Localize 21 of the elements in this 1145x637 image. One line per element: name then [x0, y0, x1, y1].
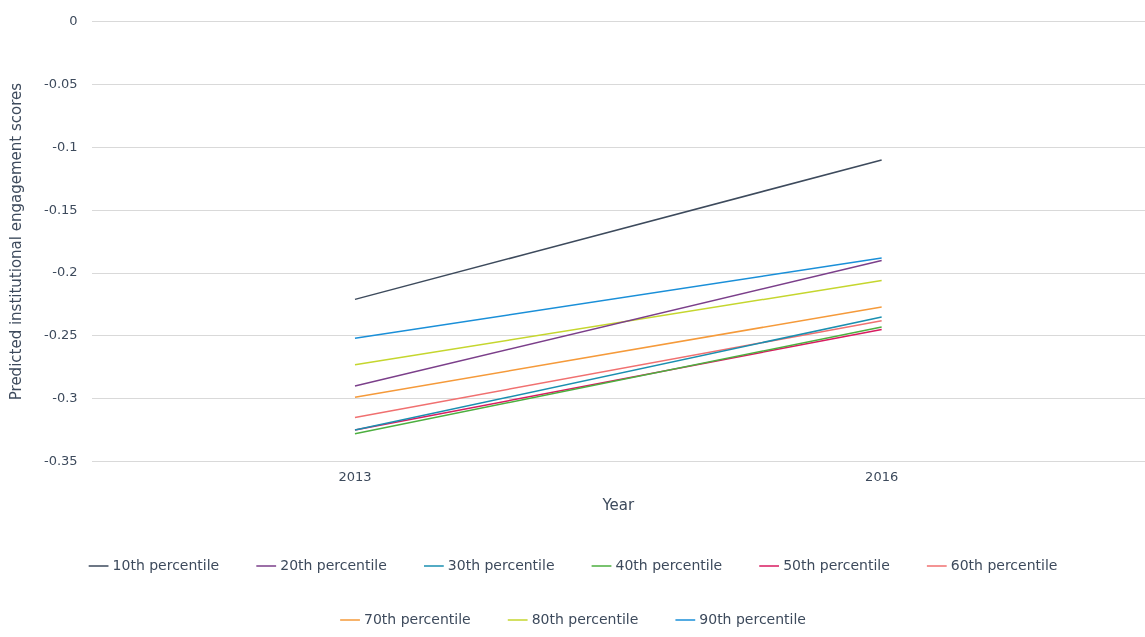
legend-label: 70th percentile	[364, 610, 471, 627]
y-tick-label: -0.25	[44, 327, 78, 343]
legend-label: 40th percentile	[615, 556, 723, 573]
x-tick-label: 2013	[338, 468, 372, 484]
y-tick-label: -0.35	[44, 452, 78, 468]
x-tick-label: 2016	[865, 468, 899, 484]
y-tick-label: -0.05	[44, 75, 78, 91]
y-tick-label: -0.1	[52, 138, 78, 154]
legend-label: 90th percentile	[699, 610, 806, 627]
y-tick-label: -0.3	[52, 389, 78, 405]
legend-label: 10th percentile	[112, 556, 220, 573]
y-tick-label: -0.15	[44, 201, 78, 217]
legend-label: 80th percentile	[531, 610, 639, 627]
legend-label: 60th percentile	[950, 556, 1058, 573]
legend-label: 50th percentile	[783, 556, 890, 573]
x-axis-title: Year	[601, 495, 636, 514]
y-axis-title: Predicted institutional engagement scores	[6, 82, 25, 401]
legend-label: 30th percentile	[447, 556, 555, 573]
y-tick-label: 0	[69, 13, 78, 29]
y-tick-label: -0.2	[52, 264, 78, 280]
legend-label: 20th percentile	[280, 556, 387, 573]
